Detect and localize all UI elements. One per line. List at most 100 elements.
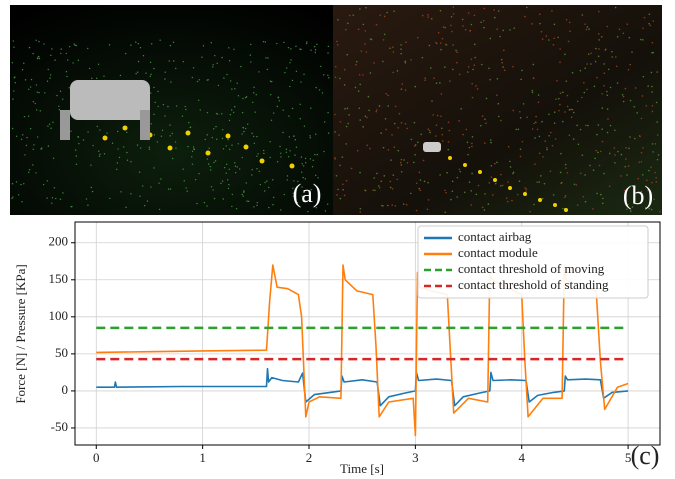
cloud-point: [656, 158, 659, 161]
cloud-point: [231, 144, 233, 146]
cloud-point: [389, 180, 392, 183]
cloud-point: [246, 200, 248, 202]
cloud-point: [206, 134, 208, 136]
footstep: [523, 192, 527, 196]
cloud-point: [282, 109, 284, 111]
cloud-point: [12, 40, 15, 42]
cloud-point: [221, 180, 224, 182]
cloud-point: [607, 118, 609, 120]
cloud-point: [400, 164, 403, 166]
cloud-point: [516, 193, 519, 196]
cloud-point: [433, 77, 435, 79]
cloud-point: [570, 116, 573, 119]
cloud-point: [601, 93, 603, 95]
cloud-point: [598, 39, 601, 41]
cloud-point: [192, 67, 195, 69]
cloud-point: [314, 154, 316, 156]
cloud-point: [193, 148, 195, 150]
cloud-point: [404, 89, 407, 91]
cloud-point: [417, 141, 419, 144]
cloud-point: [36, 91, 38, 93]
cloud-point: [117, 148, 119, 150]
cloud-point: [611, 50, 613, 53]
cloud-point: [604, 49, 607, 51]
cloud-point: [588, 28, 590, 30]
cloud-point: [167, 105, 169, 108]
cloud-point: [525, 188, 528, 190]
cloud-point: [77, 59, 80, 62]
cloud-point: [465, 128, 468, 131]
cloud-point: [614, 6, 617, 9]
cloud-point: [334, 131, 336, 133]
cloud-point: [651, 110, 654, 113]
cloud-point: [490, 164, 493, 167]
cloud-point: [627, 203, 629, 206]
cloud-point: [368, 109, 370, 112]
cloud-point: [455, 49, 457, 52]
cloud-point: [150, 186, 152, 188]
cloud-point: [158, 208, 161, 211]
panel-label: (a): [293, 179, 322, 208]
cloud-point: [648, 169, 650, 172]
cloud-point: [244, 96, 247, 99]
cloud-point: [302, 176, 304, 179]
cloud-point: [559, 48, 561, 50]
cloud-point: [622, 100, 625, 103]
cloud-point: [54, 59, 56, 61]
cloud-point: [336, 40, 338, 43]
cloud-point: [657, 154, 660, 156]
cloud-point: [601, 107, 604, 109]
cloud-point: [347, 122, 349, 125]
cloud-point: [552, 44, 555, 46]
cloud-point: [289, 62, 291, 64]
cloud-point: [289, 150, 291, 152]
cloud-point: [256, 201, 259, 204]
cloud-point: [547, 39, 550, 41]
y-tick-label: 150: [49, 271, 69, 286]
cloud-point: [307, 210, 309, 213]
cloud-point: [120, 191, 122, 193]
cloud-point: [51, 197, 54, 199]
cloud-point: [404, 60, 407, 63]
cloud-point: [423, 180, 426, 183]
cloud-point: [585, 124, 587, 127]
cloud-point: [256, 204, 258, 207]
cloud-point: [570, 108, 572, 111]
cloud-point: [401, 83, 404, 85]
cloud-point: [519, 148, 522, 150]
cloud-point: [650, 166, 652, 168]
cloud-point: [481, 115, 484, 117]
cloud-point: [518, 180, 521, 183]
panel-label: (c): [631, 441, 660, 470]
cloud-point: [310, 107, 312, 109]
cloud-point: [356, 149, 359, 152]
cloud-point: [597, 55, 600, 58]
cloud-point: [642, 27, 644, 30]
cloud-point: [280, 209, 282, 211]
cloud-point: [579, 69, 582, 72]
cloud-point: [174, 141, 177, 143]
cloud-point: [153, 167, 155, 169]
cloud-point: [538, 135, 541, 138]
cloud-point: [587, 124, 589, 127]
cloud-point: [139, 46, 142, 49]
cloud-point: [466, 71, 469, 73]
cloud-point: [526, 116, 528, 119]
cloud-point: [210, 186, 213, 188]
cloud-point: [359, 119, 361, 121]
cloud-point: [291, 79, 294, 82]
cloud-point: [209, 169, 212, 171]
cloud-point: [493, 9, 495, 11]
cloud-point: [444, 26, 446, 29]
cloud-point: [562, 91, 564, 94]
cloud-point: [136, 144, 139, 146]
cloud-point: [49, 77, 51, 79]
cloud-point: [452, 13, 455, 15]
cloud-point: [213, 161, 215, 164]
cloud-point: [364, 189, 366, 192]
cloud-point: [315, 86, 317, 89]
cloud-point: [316, 43, 318, 46]
cloud-point: [204, 138, 206, 141]
cloud-point: [616, 82, 619, 84]
cloud-point: [304, 157, 307, 160]
